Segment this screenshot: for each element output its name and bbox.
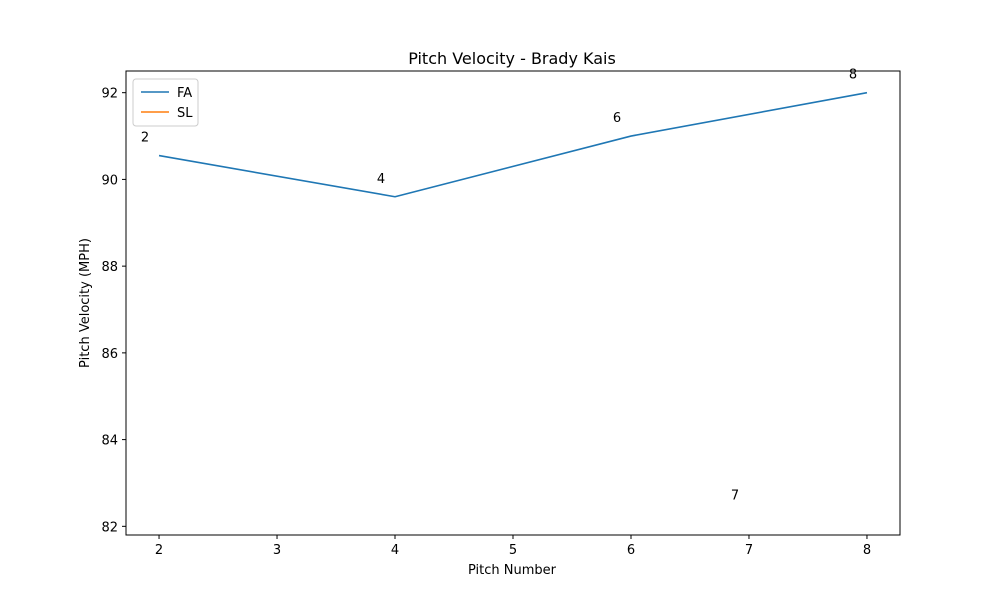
series-line-fa	[158, 91, 868, 198]
x-tick-label-6: 6	[627, 543, 635, 558]
point-label-8: 8	[849, 68, 857, 83]
point-label-6: 6	[613, 111, 621, 126]
x-tick-label-2: 2	[155, 543, 163, 558]
plot-frame	[125, 70, 901, 536]
legend-label-fa: FA	[177, 86, 192, 101]
y-tick-label-92: 92	[101, 87, 118, 102]
y-axis-label: Pitch Velocity (MPH)	[78, 238, 93, 368]
y-tick-label-86: 86	[101, 347, 118, 362]
x-tick-label-3: 3	[273, 543, 281, 558]
y-tick-label-90: 90	[101, 173, 118, 188]
y-tick-label-88: 88	[101, 260, 118, 275]
x-tick-label-5: 5	[509, 543, 517, 558]
legend: FA SL	[132, 78, 199, 127]
x-tick-label-8: 8	[863, 543, 871, 558]
plot-area: 2 3 4 5 6 7 8 82 84 86 88 90 92 2 4 6 7 8	[101, 68, 901, 558]
chart-title: Pitch Velocity - Brady Kais	[408, 49, 616, 68]
y-tick-label-84: 84	[101, 434, 118, 449]
y-tick-label-82: 82	[101, 520, 118, 535]
legend-box	[132, 78, 199, 127]
legend-label-sl: SL	[177, 106, 193, 121]
point-label-7: 7	[731, 488, 739, 503]
point-label-4: 4	[377, 172, 385, 187]
x-tick-label-7: 7	[745, 543, 753, 558]
point-label-2: 2	[141, 131, 149, 146]
x-tick-label-4: 4	[391, 543, 399, 558]
x-axis-label: Pitch Number	[468, 563, 557, 578]
